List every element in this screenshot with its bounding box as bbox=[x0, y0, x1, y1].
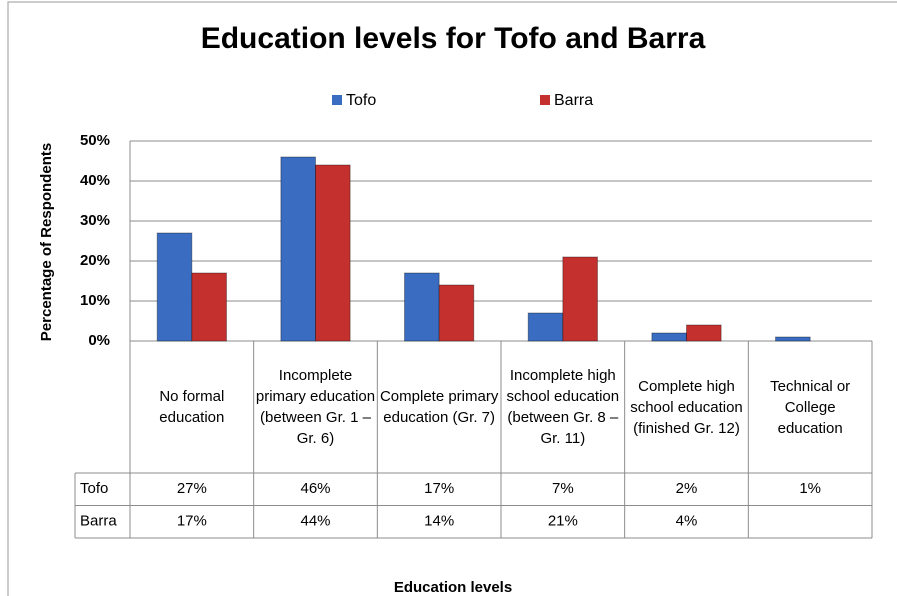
x-tick-label: Complete primary education (Gr. 7) bbox=[379, 388, 499, 426]
x-tick-label: Technical or College education bbox=[770, 377, 851, 437]
table-value: 17% bbox=[424, 480, 454, 497]
y-tick-label: 40% bbox=[80, 172, 110, 189]
bar bbox=[156, 232, 193, 342]
table-value: 27% bbox=[177, 480, 207, 497]
table-value: 1% bbox=[799, 480, 821, 497]
x-tick-label: Complete high school education (finished… bbox=[630, 377, 743, 437]
x-tick-label: Incomplete high school education (betwee… bbox=[506, 367, 620, 447]
legend-label: Tofo bbox=[346, 92, 376, 109]
table-value: 21% bbox=[548, 513, 578, 530]
frame bbox=[7, 1, 897, 596]
bar bbox=[315, 164, 351, 342]
bar bbox=[280, 156, 316, 342]
table-row-label: Barra bbox=[80, 513, 117, 530]
y-axis-label: Percentage of Respondents bbox=[38, 143, 55, 341]
bar bbox=[191, 272, 227, 342]
category-cell: Complete high school education (finished… bbox=[630, 377, 743, 437]
bar bbox=[404, 272, 440, 342]
table-value: 14% bbox=[424, 513, 454, 530]
category-cell: Technical or College education bbox=[770, 377, 851, 437]
table-value: 44% bbox=[300, 513, 330, 530]
x-tick-label: Incomplete primary education (between Gr… bbox=[255, 367, 376, 447]
legend-label: Barra bbox=[554, 92, 593, 109]
y-tick-label: 20% bbox=[80, 252, 110, 269]
bar bbox=[775, 336, 811, 342]
table-value: 2% bbox=[676, 480, 698, 497]
category-cell: Complete primary education (Gr. 7) bbox=[379, 388, 499, 426]
category-cell: Incomplete primary education (between Gr… bbox=[255, 367, 376, 447]
table-row-label: Tofo bbox=[80, 480, 108, 497]
legend-swatch bbox=[540, 95, 550, 105]
y-tick-label: 50% bbox=[80, 132, 110, 149]
bar bbox=[438, 284, 475, 342]
bar bbox=[562, 256, 598, 342]
y-tick-label: 0% bbox=[88, 332, 110, 349]
table-value: 4% bbox=[676, 513, 698, 530]
chart-title: Education levels for Tofo and Barra bbox=[201, 22, 706, 55]
x-axis-label: Education levels bbox=[394, 579, 512, 596]
y-tick-label: 10% bbox=[80, 292, 110, 309]
table-value: 46% bbox=[300, 480, 330, 497]
category-cell: Incomplete high school education (betwee… bbox=[506, 367, 620, 447]
x-tick-label: No formal education bbox=[159, 388, 225, 426]
category-cell: No formal education bbox=[159, 388, 225, 426]
bar bbox=[527, 312, 564, 342]
bar bbox=[651, 332, 688, 342]
bar bbox=[686, 324, 722, 342]
table-value: 7% bbox=[552, 480, 574, 497]
y-tick-label: 30% bbox=[80, 212, 110, 229]
legend-swatch bbox=[332, 95, 342, 105]
table-value: 17% bbox=[177, 513, 207, 530]
